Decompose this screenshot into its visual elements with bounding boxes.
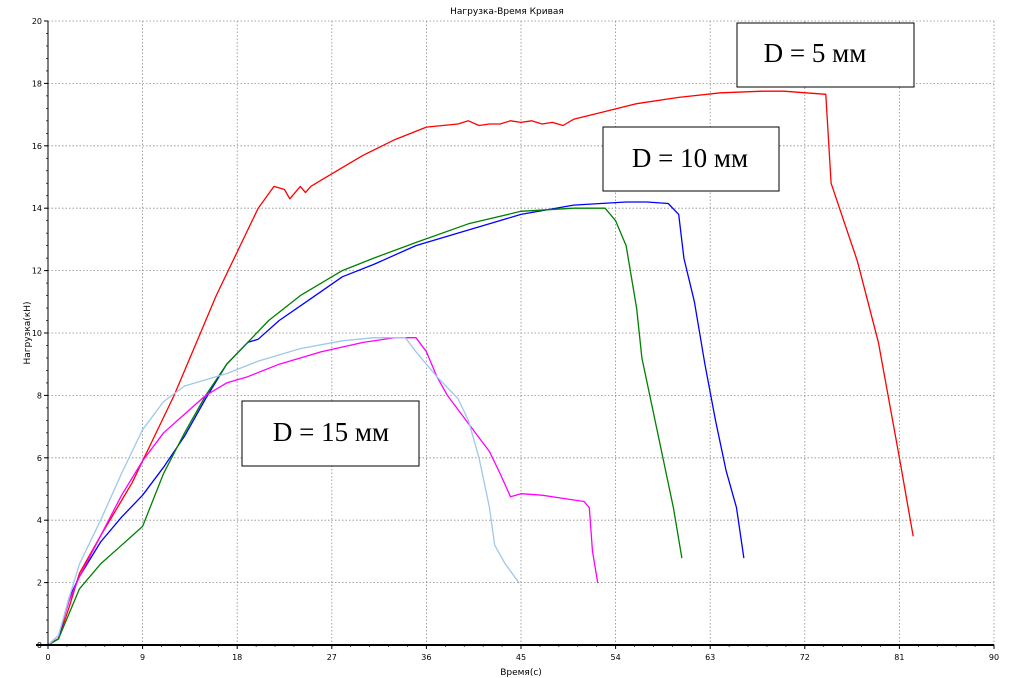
y-axis-label: Нагрузка(кН) [23, 301, 33, 364]
x-tick-label: 72 [800, 653, 810, 662]
x-tick-label: 27 [327, 653, 337, 662]
x-tick-label: 36 [421, 653, 431, 662]
x-tick-label: 63 [705, 653, 715, 662]
series-line-5 [47, 337, 520, 646]
x-tick-label: 81 [894, 653, 904, 662]
annotation-d5-label: D = 5 мм [764, 38, 867, 68]
y-tick-label: 16 [32, 142, 42, 151]
y-tick-label: 4 [37, 516, 42, 525]
annotation-d15-label: D = 15 мм [273, 417, 389, 447]
x-tick-label: 54 [611, 653, 621, 662]
x-tick-label: 9 [140, 653, 145, 662]
y-tick-label: 18 [32, 79, 42, 88]
x-tick-label: 45 [516, 653, 526, 662]
y-tick-label: 20 [32, 17, 42, 26]
series-lines [47, 90, 914, 646]
series-line-3 [47, 207, 683, 646]
grid [48, 20, 995, 645]
chart-title: Нагрузка-Время Кривая [450, 7, 564, 17]
x-tick-label: 90 [989, 653, 999, 662]
annotation-d15: D = 15 мм [241, 400, 420, 467]
annotation-d10: D = 10 мм [602, 126, 780, 192]
y-tick-label: 14 [32, 204, 42, 213]
y-tick-label: 8 [37, 391, 42, 400]
series-line-2 [47, 201, 745, 646]
y-tick-label: 10 [32, 329, 42, 338]
annotation-d10-label: D = 10 мм [632, 143, 748, 173]
x-axis-label: Время(c) [500, 668, 542, 678]
series-line-1 [47, 90, 914, 646]
y-tick-label: 6 [37, 454, 42, 463]
y-tick-label: 2 [37, 579, 42, 588]
x-tick-label: 0 [45, 653, 50, 662]
annotation-d5: D = 5 мм [736, 22, 915, 88]
y-tick-label: 12 [32, 267, 42, 276]
x-tick-label: 18 [232, 653, 242, 662]
